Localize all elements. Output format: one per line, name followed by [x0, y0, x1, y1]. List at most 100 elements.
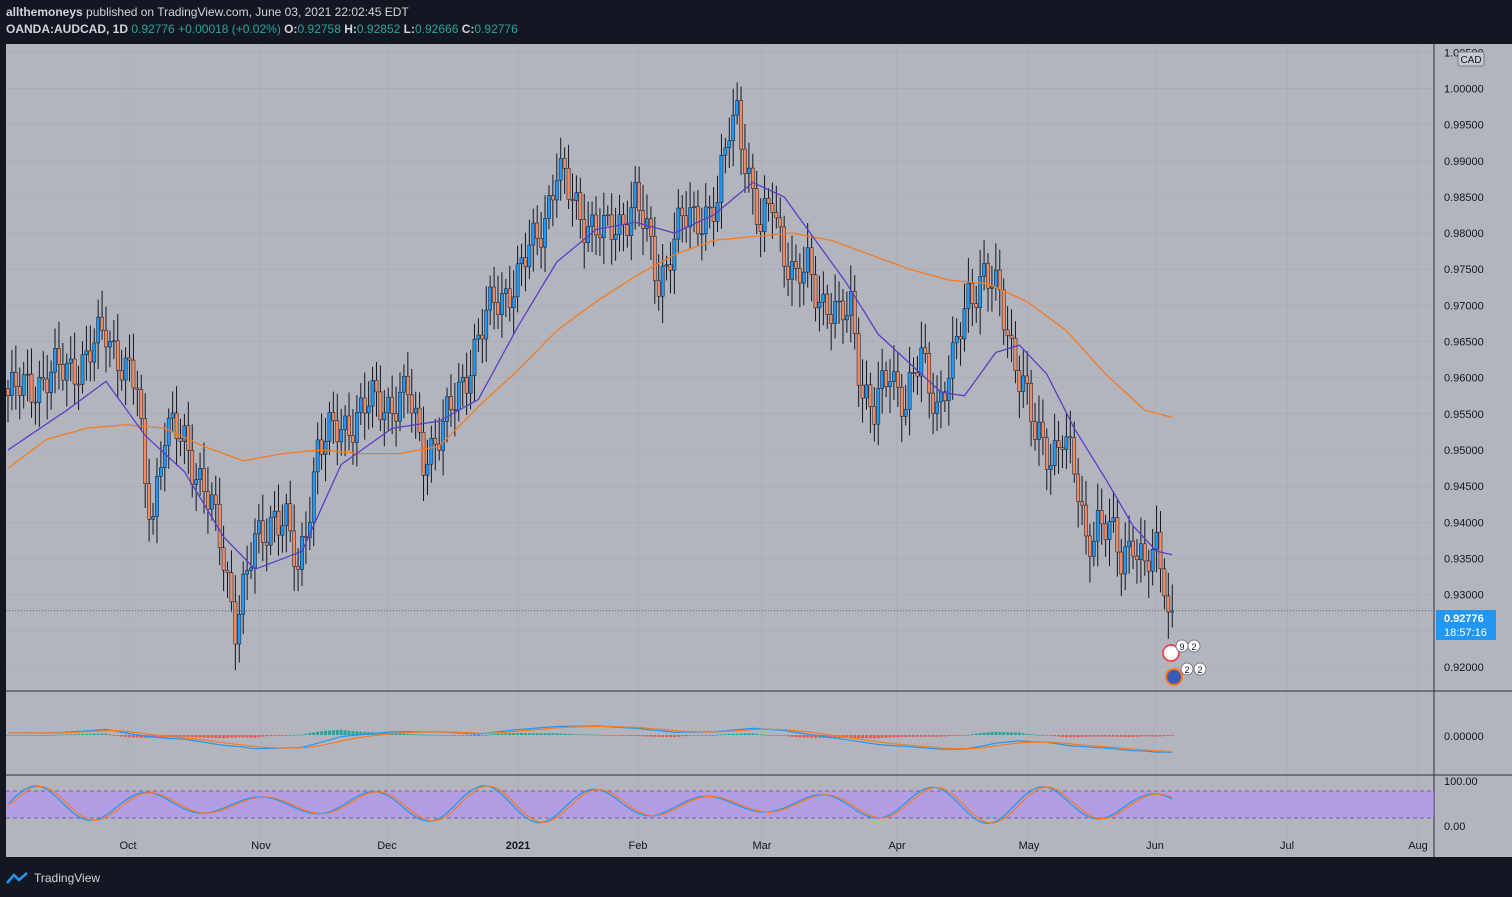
candle-body [664, 264, 669, 267]
time-tick-label: Nov [251, 840, 271, 852]
macd-bar [516, 733, 520, 735]
event-badges[interactable]: 9 2 2 2 [1162, 639, 1207, 686]
macd-bar [672, 735, 676, 738]
macd-bar [943, 735, 947, 737]
price-tick-label: 0.94000 [1444, 517, 1484, 529]
macd-bar [202, 735, 206, 738]
sma-slow-line [7, 232, 1173, 469]
candle-body [1064, 436, 1069, 450]
symbol-label[interactable]: OANDA:AUDCAD, 1D [6, 22, 128, 36]
currency-badge[interactable]: CAD [1457, 51, 1485, 67]
macd-bar [292, 734, 296, 736]
candle-body [652, 235, 657, 282]
candle-body [1166, 595, 1171, 613]
candle-body [127, 357, 132, 361]
price-badge-countdown: 18:57:16 [1444, 627, 1487, 639]
candle-body [919, 347, 924, 377]
macd-bar [1147, 735, 1151, 737]
candle-body [645, 218, 649, 229]
price-tick-label: 0.92000 [1444, 662, 1484, 674]
candle-body [370, 380, 375, 407]
macd-bar [547, 733, 551, 735]
candle-body [833, 300, 837, 324]
candle-body [578, 192, 583, 220]
candle-body [515, 263, 520, 298]
candle-body [417, 407, 422, 433]
candle-body [1013, 337, 1018, 371]
candle-body [1033, 421, 1037, 440]
candle-body [382, 412, 387, 421]
price-axis[interactable] [1434, 44, 1512, 857]
candle-body [1162, 568, 1167, 597]
macd-bar [719, 734, 723, 736]
macd-bar [402, 733, 406, 735]
candle-body [402, 375, 406, 393]
candle-body [1001, 289, 1006, 331]
macd-bar [437, 734, 441, 736]
candle-body [390, 396, 395, 414]
candle-body [480, 334, 485, 340]
candle-body [696, 206, 700, 235]
candle-body [311, 471, 316, 523]
macd-bar [904, 735, 908, 737]
author-name[interactable]: allthemoneys [6, 5, 83, 19]
stoch-axis-label-100: 100.00 [1444, 776, 1478, 788]
last-price: 0.92776 [131, 22, 175, 36]
macd-bar [555, 733, 559, 735]
macd-bar [798, 735, 802, 738]
time-tick-label: May [1019, 840, 1040, 852]
macd-bar [610, 735, 614, 736]
macd-bar [92, 733, 96, 735]
macd-bar [512, 733, 516, 735]
event-count-badge[interactable] [1180, 662, 1194, 676]
macd-bar [1068, 735, 1072, 738]
macd-bar [853, 735, 857, 739]
candle-body [135, 387, 140, 390]
candle-body [500, 293, 504, 315]
canada-flag-icon[interactable] [1162, 644, 1180, 662]
macd-bar [982, 732, 986, 735]
macd-bar [790, 735, 794, 737]
australia-flag-icon[interactable] [1165, 668, 1183, 686]
time-tick-label: Jun [1146, 840, 1164, 852]
candle-body [986, 263, 990, 289]
candle-body [907, 372, 912, 410]
macd-bar [1060, 735, 1064, 737]
candle-body [523, 257, 528, 268]
macd-bar [1119, 735, 1123, 737]
candle-body [104, 329, 108, 348]
macd-bar [476, 735, 480, 737]
macd-bar [327, 730, 331, 735]
candle-body [339, 429, 344, 443]
macd-bar [931, 735, 935, 737]
candle-body [433, 437, 438, 445]
macd-bar [1053, 735, 1057, 737]
macd-bar [974, 733, 978, 735]
time-tick-label: Dec [377, 840, 397, 852]
candle-body [1115, 517, 1120, 553]
macd-bar [206, 735, 210, 738]
macd-bar [84, 733, 88, 735]
tradingview-logo-icon [6, 872, 28, 884]
candle-body [331, 412, 336, 421]
macd-bar [312, 732, 316, 735]
open-value: 0.92758 [297, 22, 341, 36]
footer-brand[interactable]: TradingView [6, 871, 100, 885]
macd-bar [1084, 735, 1088, 737]
macd-bar [257, 735, 261, 738]
event-count-badge[interactable] [1193, 662, 1207, 676]
macd-bar [614, 735, 618, 736]
macd-bar [273, 735, 277, 736]
macd-bar [1111, 735, 1115, 737]
candle-body [1123, 546, 1128, 575]
macd-bar [1143, 735, 1147, 737]
macd-bar [774, 735, 778, 736]
candle-body [57, 348, 61, 365]
candle-body [323, 440, 328, 455]
candle-body [892, 371, 896, 382]
candle-body [946, 377, 951, 402]
event-count-badge[interactable] [1187, 639, 1201, 653]
stoch-d-line [7, 785, 1173, 824]
candle-body [29, 373, 34, 403]
